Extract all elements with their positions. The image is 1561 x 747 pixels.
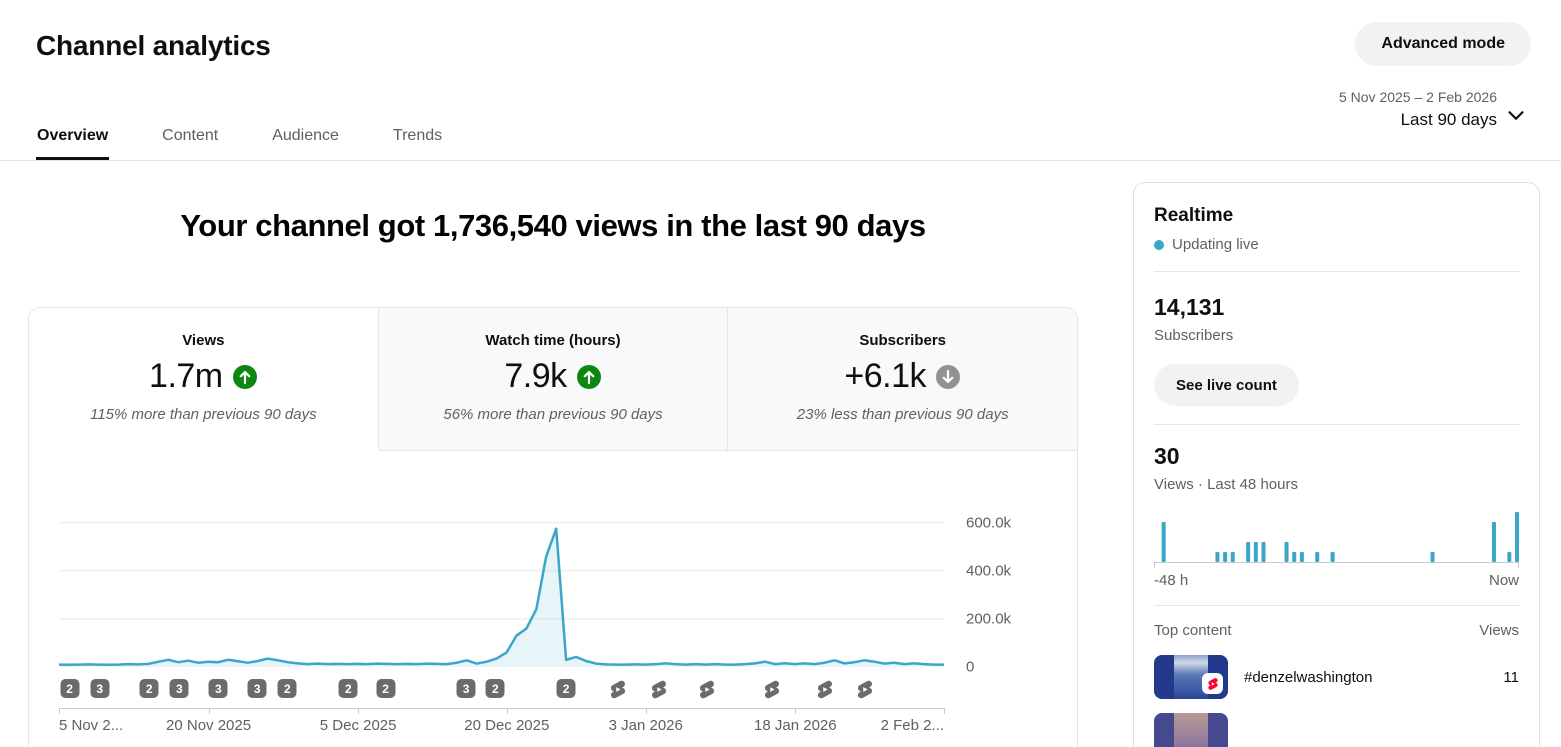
x-axis-label: 2 Feb 2... bbox=[880, 717, 944, 734]
page-title: Channel analytics bbox=[36, 30, 271, 61]
shorts-upload-marker[interactable] bbox=[855, 679, 876, 705]
x-axis-tick bbox=[795, 708, 797, 714]
tab-trends[interactable]: Trends bbox=[392, 127, 443, 144]
trend-up-icon bbox=[576, 364, 601, 389]
metric-tab-views[interactable]: Views 1.7m 115% more than previous 90 da… bbox=[29, 308, 379, 451]
metric-subtitle: 56% more than previous 90 days bbox=[443, 406, 663, 423]
metric-tab-watch-time[interactable]: Watch time (hours) 7.9k 56% more than pr… bbox=[378, 308, 729, 451]
x-axis-line bbox=[59, 708, 944, 709]
tab-content[interactable]: Content bbox=[162, 127, 219, 144]
realtime-status: Updating live bbox=[1154, 236, 1519, 253]
video-views: 11 bbox=[1503, 668, 1519, 686]
y-axis-label: 200.0k bbox=[966, 610, 1012, 628]
shorts-upload-marker[interactable] bbox=[608, 679, 629, 705]
line-chart-plot bbox=[59, 522, 944, 667]
trend-up-icon bbox=[232, 364, 257, 389]
metric-label: Subscribers bbox=[859, 332, 947, 349]
trend-down-icon bbox=[935, 364, 960, 389]
uploads-count-marker[interactable]: 2 bbox=[485, 679, 505, 698]
tab-audience[interactable]: Audience bbox=[272, 127, 339, 144]
axis-label-start: -48 h bbox=[1154, 572, 1189, 589]
uploads-count-marker[interactable]: 2 bbox=[338, 679, 358, 698]
shorts-upload-marker[interactable] bbox=[762, 679, 783, 705]
uploads-count-marker[interactable]: 2 bbox=[60, 679, 80, 698]
nav-tabs: Overview Content Audience Trends bbox=[36, 112, 443, 160]
metric-tab-subscribers[interactable]: Subscribers +6.1k 23% less than previous… bbox=[728, 308, 1077, 451]
top-content-row[interactable]: #denzelwashington 11 bbox=[1154, 655, 1519, 699]
x-axis-label: 20 Dec 2025 bbox=[464, 717, 550, 734]
uploads-count-marker[interactable]: 2 bbox=[277, 679, 297, 698]
shorts-upload-marker[interactable] bbox=[815, 679, 836, 705]
x-axis-label: 18 Jan 2026 bbox=[754, 717, 837, 734]
divider bbox=[1154, 424, 1519, 425]
top-content-label: Top content bbox=[1154, 622, 1232, 639]
axis-label-end: Now bbox=[1488, 572, 1519, 589]
y-axis-label: 400.0k bbox=[966, 562, 1012, 580]
uploads-count-marker[interactable]: 3 bbox=[169, 679, 189, 698]
realtime-bar-chart[interactable] bbox=[1154, 509, 1519, 568]
x-axis-label: 20 Nov 2025 bbox=[166, 717, 252, 734]
top-content-views-label: Views bbox=[1479, 622, 1519, 639]
see-live-count-button[interactable]: See live count bbox=[1154, 364, 1299, 406]
divider bbox=[1154, 605, 1519, 606]
x-axis-label: 5 Nov 2... bbox=[59, 717, 124, 734]
top-content-header: Top content Views bbox=[1154, 622, 1519, 639]
realtime-views-value: 30 bbox=[1154, 443, 1180, 469]
metric-label: Watch time (hours) bbox=[485, 332, 621, 349]
metric-value: 1.7m bbox=[149, 357, 223, 395]
x-axis-tick bbox=[358, 708, 360, 714]
tab-overview[interactable]: Overview bbox=[36, 112, 110, 160]
video-thumbnail bbox=[1154, 655, 1228, 699]
date-range-picker[interactable]: 5 Nov 2025 – 2 Feb 2026 Last 90 days bbox=[1339, 87, 1497, 133]
metric-tabs: Views 1.7m 115% more than previous 90 da… bbox=[29, 308, 1077, 451]
realtime-title: Realtime bbox=[1154, 205, 1234, 226]
shorts-upload-marker[interactable] bbox=[649, 679, 670, 705]
chevron-down-icon[interactable] bbox=[1503, 102, 1529, 128]
realtime-bars-plot bbox=[1161, 512, 1519, 562]
divider bbox=[1154, 271, 1519, 272]
analytics-card: Views 1.7m 115% more than previous 90 da… bbox=[28, 307, 1078, 747]
uploads-count-marker[interactable]: 3 bbox=[208, 679, 228, 698]
x-axis-tick bbox=[645, 708, 647, 714]
realtime-status-text: Updating live bbox=[1172, 236, 1259, 253]
metric-subtitle: 23% less than previous 90 days bbox=[796, 406, 1009, 423]
video-thumbnail bbox=[1154, 713, 1228, 747]
top-content-row-partial[interactable] bbox=[1154, 713, 1519, 747]
video-title: #denzelwashington bbox=[1244, 668, 1373, 686]
x-axis-tick bbox=[944, 708, 945, 714]
realtime-subscribers-label: Subscribers bbox=[1154, 327, 1234, 344]
uploads-count-marker[interactable]: 3 bbox=[456, 679, 476, 698]
uploads-count-marker[interactable]: 3 bbox=[90, 679, 110, 698]
live-dot-icon bbox=[1154, 239, 1164, 250]
realtime-axis-labels: -48 h Now bbox=[1154, 572, 1519, 605]
x-axis-label: 3 Jan 2026 bbox=[608, 717, 683, 734]
shorts-badge-icon bbox=[1202, 673, 1223, 694]
x-axis-label: 5 Dec 2025 bbox=[319, 717, 397, 734]
uploads-count-marker[interactable]: 2 bbox=[556, 679, 576, 698]
realtime-card: Realtime Updating live 14,131 Subscriber… bbox=[1133, 182, 1540, 747]
realtime-views-label: Views · Last 48 hours bbox=[1154, 476, 1298, 493]
uploads-count-marker[interactable]: 2 bbox=[139, 679, 159, 698]
header: Channel analytics Advanced mode 5 Nov 20… bbox=[0, 0, 1561, 161]
uploads-count-marker[interactable]: 3 bbox=[247, 679, 267, 698]
y-axis-label: 0 bbox=[966, 658, 975, 676]
summary-headline: Your channel got 1,736,540 views in the … bbox=[180, 208, 926, 243]
metric-value: +6.1k bbox=[844, 357, 926, 395]
x-axis-tick bbox=[59, 708, 60, 714]
x-axis-tick bbox=[208, 708, 210, 714]
date-range-preset: Last 90 days bbox=[1400, 110, 1497, 129]
metric-subtitle: 115% more than previous 90 days bbox=[90, 406, 317, 423]
date-range-text: 5 Nov 2025 – 2 Feb 2026 bbox=[1338, 89, 1497, 105]
thumbnail-photo bbox=[1174, 713, 1208, 747]
x-axis-tick bbox=[506, 708, 508, 714]
y-axis-label: 600.0k bbox=[966, 514, 1012, 532]
uploads-count-marker[interactable]: 2 bbox=[376, 679, 396, 698]
advanced-mode-button[interactable]: Advanced mode bbox=[1355, 22, 1531, 66]
shorts-upload-marker[interactable] bbox=[696, 679, 717, 705]
metric-label: Views bbox=[182, 332, 225, 349]
realtime-subscribers-value: 14,131 bbox=[1154, 294, 1225, 320]
metric-value: 7.9k bbox=[504, 357, 567, 395]
